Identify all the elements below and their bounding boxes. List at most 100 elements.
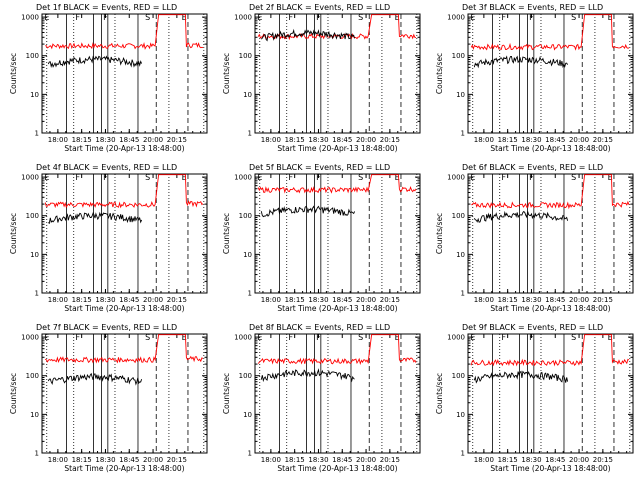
lld-series-line (470, 14, 630, 51)
x-tick-label: 18:45 (545, 136, 565, 144)
x-axis-label: Start Time (20-Apr-13 18:48:00) (490, 144, 610, 153)
x-tick-label: 18:30 (308, 456, 328, 464)
x-tick-label: 20:15 (593, 136, 613, 144)
x-tick-label: 18:30 (521, 136, 541, 144)
event-marker-letter: S (571, 13, 576, 22)
y-tick-label: 100 (26, 372, 39, 380)
y-tick-label: 10 (456, 91, 465, 99)
x-tick-label: 20:15 (167, 296, 187, 304)
x-tick-label: 18:00 (48, 456, 68, 464)
panel-title: Det 1f BLACK = Events, RED = LLD (36, 3, 177, 12)
event-marker-letter: F (316, 333, 321, 342)
event-marker-letter: E (608, 13, 613, 22)
event-marker-letter: F (75, 333, 80, 342)
event-marker-letter: S (145, 13, 150, 22)
detector-panel: Det 7f BLACK = Events, RED = LLD 1 10 100 10… (0, 320, 213, 480)
event-marker-letter: F (103, 173, 108, 182)
event-marker-letter: E (470, 13, 475, 22)
y-tick-label: 100 (452, 212, 465, 220)
y-tick-label: 100 (239, 52, 252, 60)
y-tick-label: 1000 (234, 174, 252, 182)
x-tick-label: 18:15 (72, 456, 92, 464)
y-tick-label: 10 (456, 251, 465, 259)
y-tick-label: 100 (26, 52, 39, 60)
y-tick-label: 10 (243, 411, 252, 419)
events-series-line (473, 55, 568, 69)
x-tick-label: 20:15 (380, 296, 400, 304)
x-tick-label: 20:00 (356, 136, 376, 144)
x-tick-label: 18:15 (498, 296, 518, 304)
x-tick-label: 18:00 (261, 136, 281, 144)
event-marker-letter: E (182, 333, 187, 342)
panel-title: Det 3f BLACK = Events, RED = LLD (462, 3, 603, 12)
event-marker-letter: F (103, 333, 108, 342)
y-tick-label: 10 (30, 251, 39, 259)
y-tick-label: 100 (26, 212, 39, 220)
panel-title: Det 6f BLACK = Events, RED = LLD (462, 163, 603, 172)
x-tick-label: 18:45 (332, 296, 352, 304)
events-series-line (473, 370, 569, 384)
event-marker-letter: E (395, 333, 400, 342)
y-axis-label: Counts/sec (9, 213, 18, 254)
panel-title: Det 7f BLACK = Events, RED = LLD (36, 323, 177, 332)
x-tick-label: 18:15 (498, 136, 518, 144)
y-tick-label: 1000 (21, 334, 39, 342)
event-marker-letter: F (501, 333, 506, 342)
plot-frame (41, 13, 208, 134)
x-tick-label: 18:00 (48, 136, 68, 144)
plot-frame (41, 333, 208, 454)
x-tick-label: 18:45 (332, 456, 352, 464)
event-marker-letter: F (316, 173, 321, 182)
lld-series-line (45, 14, 204, 50)
lld-series-line (257, 174, 417, 194)
panel-chart: Det 5f BLACK = Events, RED = LLD 1 10 100 10… (222, 163, 421, 313)
x-axis-label: Start Time (20-Apr-13 18:48:00) (277, 304, 397, 313)
x-axis-label: Start Time (20-Apr-13 18:48:00) (277, 144, 397, 153)
panel-title: Det 4f BLACK = Events, RED = LLD (36, 163, 177, 172)
y-tick-label: 10 (243, 91, 252, 99)
events-series-line (47, 55, 143, 68)
event-marker-letter: F (529, 333, 534, 342)
event-marker-letter: F (501, 13, 506, 22)
x-tick-label: 18:30 (521, 456, 541, 464)
y-tick-label: 1 (461, 290, 465, 298)
lld-series-line (257, 334, 417, 365)
x-tick-label: 18:45 (332, 136, 352, 144)
event-marker-letter: S (145, 173, 150, 182)
event-marker-letter: F (103, 13, 108, 22)
x-tick-label: 18:00 (474, 296, 494, 304)
x-tick-label: 20:15 (593, 296, 613, 304)
event-marker-letter: F (529, 173, 534, 182)
plot-frame (254, 333, 421, 454)
y-tick-label: 100 (452, 372, 465, 380)
x-tick-label: 18:30 (95, 456, 115, 464)
event-marker-letter: E (395, 173, 400, 182)
x-tick-label: 20:00 (143, 456, 163, 464)
y-tick-label: 1 (35, 130, 39, 138)
detector-panel: Det 1f BLACK = Events, RED = LLD 1 10 100 10… (0, 0, 213, 160)
x-tick-label: 20:15 (380, 136, 400, 144)
y-axis-label: Counts/sec (435, 53, 444, 94)
y-tick-label: 1 (248, 450, 252, 458)
events-series-line (48, 211, 143, 225)
panel-title: Det 5f BLACK = Events, RED = LLD (249, 163, 390, 172)
event-marker-letter: F (75, 13, 80, 22)
detector-panel: Det 6f BLACK = Events, RED = LLD 1 10 100 10… (426, 160, 639, 320)
event-marker-letter: E (395, 13, 400, 22)
y-axis-label: Counts/sec (435, 373, 444, 414)
event-marker-letter: E (608, 333, 613, 342)
x-tick-label: 18:45 (119, 296, 139, 304)
y-tick-label: 1 (461, 450, 465, 458)
lld-series-line (45, 334, 204, 364)
y-tick-label: 10 (30, 91, 39, 99)
x-tick-label: 20:15 (167, 456, 187, 464)
events-series-line (260, 205, 356, 218)
event-marker-letter: E (470, 333, 475, 342)
event-marker-letter: E (182, 13, 187, 22)
event-marker-letter: F (501, 173, 506, 182)
event-marker-letter: E (608, 173, 613, 182)
panel-chart: Det 9f BLACK = Events, RED = LLD 1 10 100 10… (435, 323, 634, 473)
y-axis-label: Counts/sec (222, 373, 231, 414)
event-marker-letter: E (470, 173, 475, 182)
x-tick-label: 18:00 (474, 136, 494, 144)
